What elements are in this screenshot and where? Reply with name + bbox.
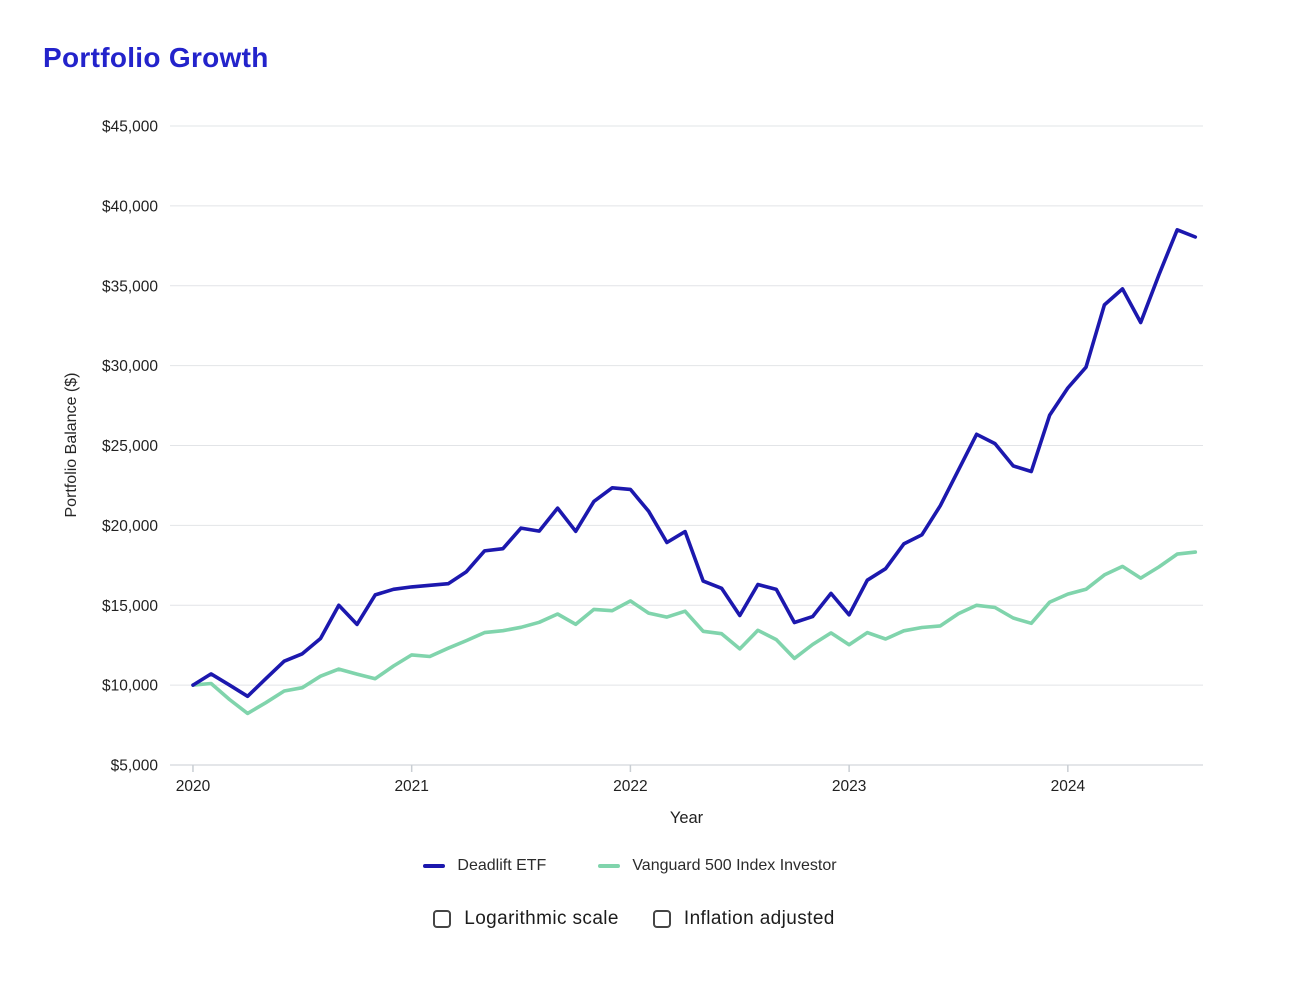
y-tick-label: $15,000	[102, 598, 158, 615]
vanguard-500-line-swatch	[598, 864, 621, 868]
x-tick-label: 2022	[613, 778, 647, 795]
inflation-adjusted-control[interactable]: Inflation adjusted	[652, 908, 835, 930]
inflation-adjusted-label: Inflation adjusted	[683, 908, 835, 929]
series-line-deadlift-etf	[191, 228, 1198, 699]
logarithmic-scale-control[interactable]: Logarithmic scale	[433, 908, 619, 930]
y-tick-label: $20,000	[102, 518, 158, 535]
page-title: Portfolio Growth	[43, 42, 269, 73]
deadlift-etf-line-swatch	[423, 864, 446, 868]
inflation-adjusted-checkbox[interactable]	[652, 910, 671, 928]
y-tick-label: $25,000	[102, 438, 158, 455]
x-tick-label: 2023	[832, 778, 866, 795]
y-tick-label: $45,000	[102, 119, 158, 136]
x-tick-label: 2020	[176, 778, 211, 795]
x-tick-label: 2021	[394, 778, 428, 795]
y-tick-label: $30,000	[102, 358, 158, 375]
y-tick-label: $10,000	[102, 678, 158, 695]
y-tick-label: $40,000	[102, 198, 158, 215]
legend: Deadlift ETF Vanguard 500 Index Investor	[0, 857, 1260, 875]
logarithmic-scale-checkbox[interactable]	[433, 910, 452, 928]
legend-item-vanguard-500: Vanguard 500 Index Investor	[598, 857, 837, 875]
legend-item-deadlift-etf: Deadlift ETF	[423, 857, 546, 875]
vanguard-500-legend-label: Vanguard 500 Index Investor	[632, 857, 837, 874]
y-tick-label: $5,000	[111, 758, 159, 775]
y-tick-label: $35,000	[102, 278, 158, 295]
logarithmic-scale-label: Logarithmic scale	[464, 908, 619, 929]
portfolio-growth-chart: $5,000 $10,000 $15,000 $20,000 $25,000 $30,00…	[102, 119, 1203, 795]
y-axis-title: Portfolio Balance ($)	[63, 372, 80, 518]
series-line-vanguard-500-index-investor	[191, 550, 1198, 716]
deadlift-etf-legend-label: Deadlift ETF	[457, 857, 547, 874]
x-axis-title: Year	[669, 809, 704, 827]
x-tick-label: 2024	[1051, 778, 1086, 795]
chart-controls: Logarithmic scale Inflation adjusted	[0, 908, 1268, 930]
